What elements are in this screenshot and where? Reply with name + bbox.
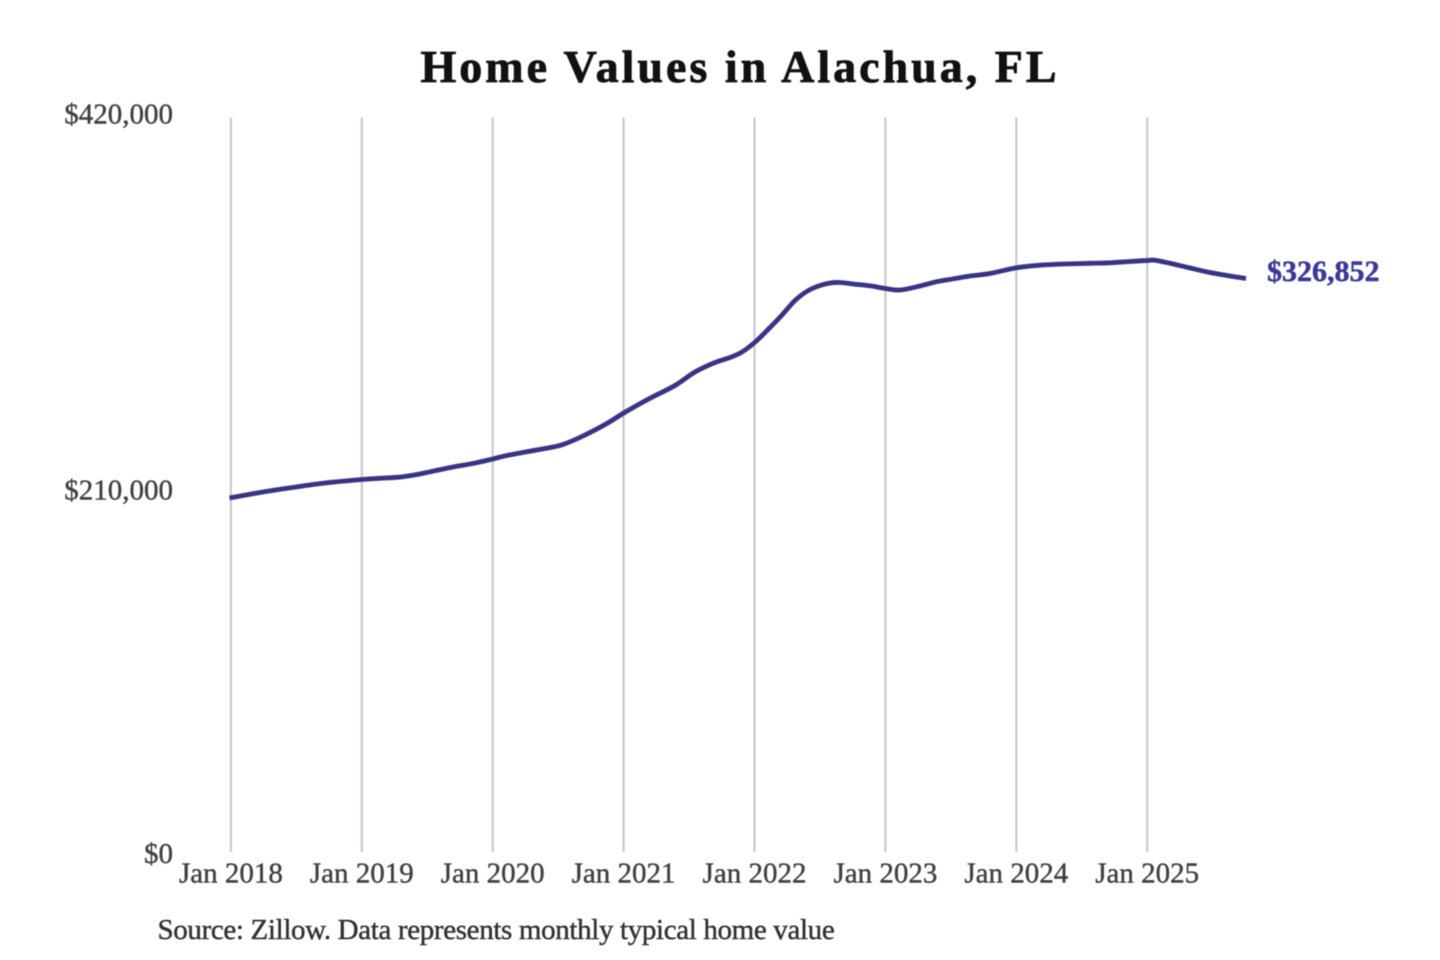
svg-text:$210,000: $210,000 [64,475,173,507]
svg-text:Jan 2024: Jan 2024 [964,858,1068,890]
svg-text:Jan 2019: Jan 2019 [310,858,414,890]
svg-text:Jan 2021: Jan 2021 [572,858,676,890]
svg-text:$0: $0 [144,838,173,870]
svg-text:Jan 2025: Jan 2025 [1095,858,1199,890]
svg-text:Home Values in Alachua, FL: Home Values in Alachua, FL [420,41,1059,92]
svg-text:$420,000: $420,000 [64,99,173,131]
svg-text:Source: Zillow. Data represent: Source: Zillow. Data represents monthly … [158,914,835,946]
svg-text:Jan 2020: Jan 2020 [441,858,545,890]
svg-text:Jan 2023: Jan 2023 [833,858,937,890]
svg-text:$326,852: $326,852 [1267,255,1380,288]
svg-text:Jan 2018: Jan 2018 [179,858,283,890]
svg-text:Jan 2022: Jan 2022 [703,858,807,890]
